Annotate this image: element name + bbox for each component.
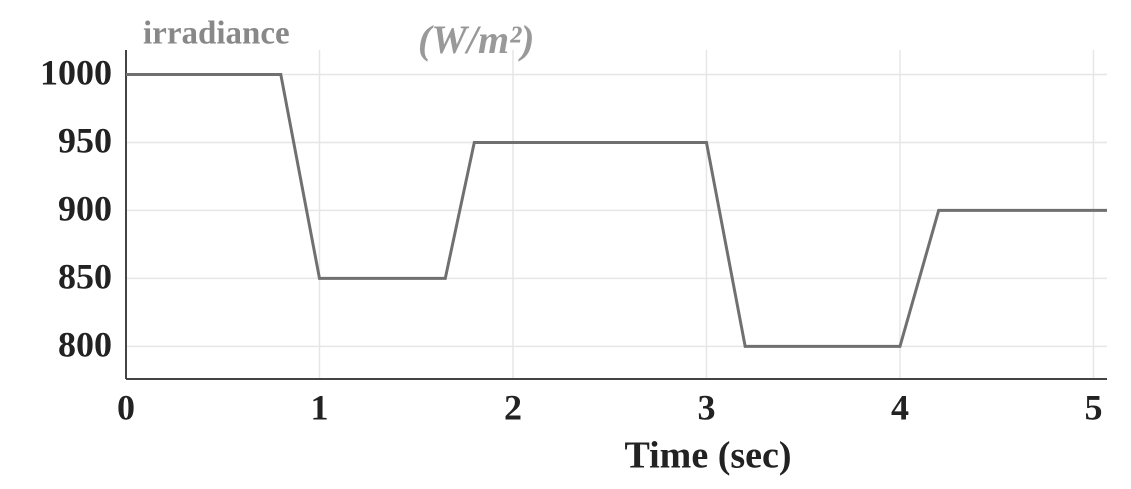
x-axis-label: Time (sec) bbox=[624, 435, 791, 477]
chart-title: irradiance bbox=[143, 16, 290, 52]
x-tick-label: 5 bbox=[1084, 387, 1102, 427]
x-tick-label: 2 bbox=[504, 387, 522, 427]
x-tick-label: 0 bbox=[117, 387, 135, 427]
x-tick-label: 4 bbox=[891, 387, 909, 427]
y-axis-label: (W/m²) bbox=[418, 17, 534, 62]
y-tick-label: 800 bbox=[58, 325, 112, 365]
y-tick-label: 950 bbox=[58, 121, 112, 161]
data-line bbox=[126, 72, 1107, 348]
x-tick-label: 1 bbox=[310, 387, 328, 427]
y-tick-label: 850 bbox=[58, 257, 112, 297]
x-tick-label: 3 bbox=[697, 387, 715, 427]
y-tick-label: 1000 bbox=[40, 53, 112, 93]
y-tick-label: 900 bbox=[58, 189, 112, 229]
